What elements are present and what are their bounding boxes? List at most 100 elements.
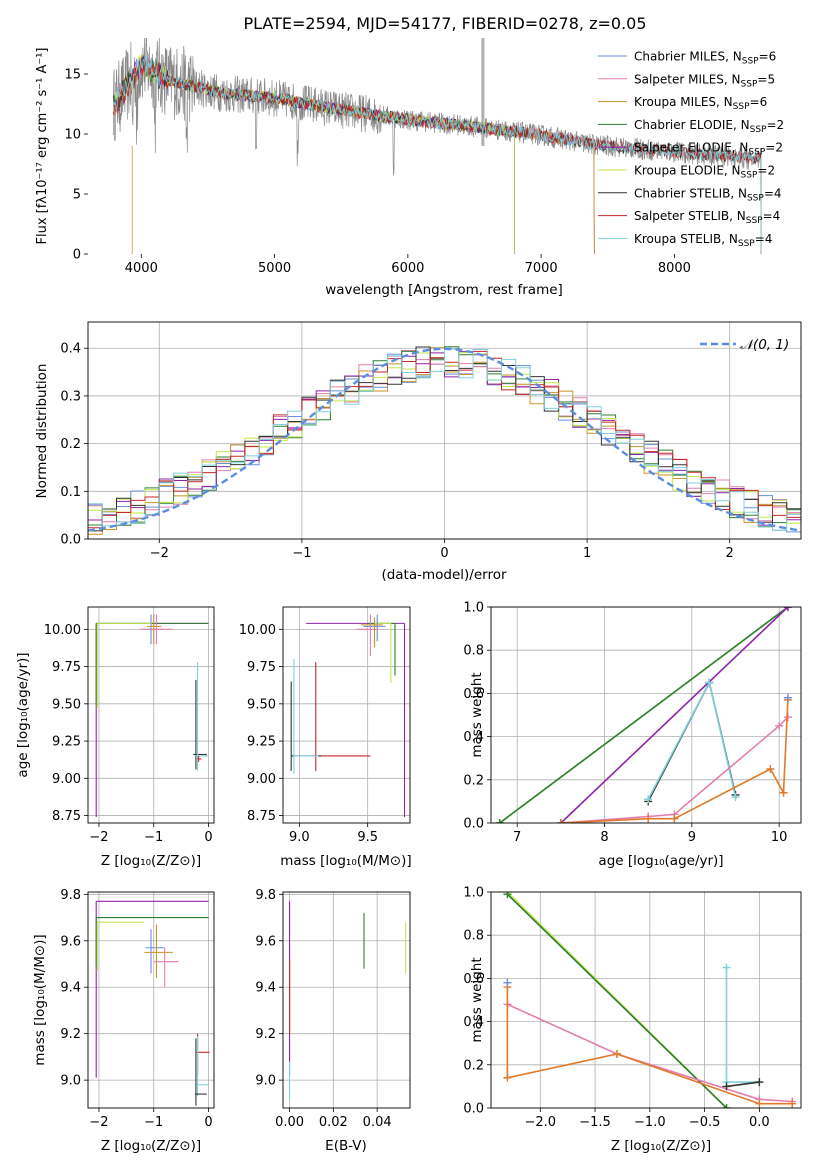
legend-label-kroupa-stelib: Kroupa STELIB, NSSP=4 <box>634 232 772 249</box>
weight-marker-kroupa-miles <box>612 1050 621 1058</box>
spectrum-frame: 4000 5000 6000 7000 8000 0 5 10 15 <box>64 68 690 277</box>
axis-ticks: −2 −1 0 8.75 9.00 9.25 9.50 9.75 10.00 <box>44 623 213 845</box>
weight-marker-kroupa-miles <box>644 814 653 823</box>
spectrum-legend: Chabrier MILES, NSSP=6 Salpeter MILES, NS… <box>598 50 784 249</box>
weight-marker-kroupa-miles <box>556 819 565 823</box>
x-tick-label: −1.0 <box>634 1115 666 1130</box>
legend-value: =5 <box>757 72 775 86</box>
histogram-xlabel: (data-model)/error <box>381 567 507 583</box>
y-tick-label: 9.4 <box>255 981 276 996</box>
weight-marker-chabrier-elodie <box>503 892 512 899</box>
weight-marker-kroupa-miles <box>503 1073 512 1082</box>
weight-marker-chabrier-stelib <box>755 1078 764 1087</box>
histogram-legend: 𝒩(0, 1) <box>700 337 789 353</box>
axis-ticks: 9.0 9.5 8.75 9.00 9.25 9.50 9.75 10.00 <box>239 623 378 845</box>
x-tick-label: 9.5 <box>357 830 378 845</box>
plot-frame <box>282 606 411 824</box>
weight-marker-kroupa-stelib <box>644 795 653 804</box>
weight-age-xlabel: age [log₁₀(age/yr)] <box>598 853 723 869</box>
axis-ticks: 4000 5000 6000 7000 8000 0 5 10 15 <box>64 68 690 277</box>
weight-marker-kroupa-miles <box>755 1099 764 1108</box>
weight-line-salpeter-elodie <box>560 607 789 823</box>
weight-clipped <box>503 892 797 1108</box>
spectrum-plot-area: 4000 5000 6000 7000 8000 0 5 10 15 <box>64 38 762 277</box>
x-tick-label: 0.02 <box>319 1115 348 1130</box>
legend-label-kroupa-miles: Kroupa MILES, NSSP=6 <box>634 95 767 112</box>
axis-ticks: −2 −1 0 9.0 9.2 9.4 9.6 9.8 <box>60 888 212 1130</box>
x-tick-label: −1 <box>292 546 311 561</box>
weight-vs-age-panel: age [log₁₀(age/yr)] mass weight 7 8 9 10 0.0… <box>463 601 802 869</box>
y-tick-label: 0.2 <box>463 773 484 788</box>
y-tick-label: 9.6 <box>60 934 81 949</box>
x-tick-label: 10 <box>771 830 788 845</box>
spectrum-xlabel: wavelength [Angstrom, rest frame] <box>325 282 563 298</box>
y-tick-label: 9.00 <box>247 772 276 787</box>
weight-marker-kroupa-miles <box>766 765 775 773</box>
weight-marker-kroupa-miles <box>788 1099 797 1108</box>
x-tick-label: 2 <box>726 546 734 561</box>
model-kroupa-stelib <box>112 52 762 254</box>
spectrum-clipped <box>112 38 762 254</box>
y-tick-label: 0.4 <box>463 1015 484 1030</box>
plot-frame <box>282 891 411 1109</box>
legend-subscript: SSP <box>742 57 759 67</box>
plot-frame <box>490 891 802 1109</box>
plot-frame <box>87 891 215 1109</box>
grid-lines <box>283 607 410 823</box>
weight-z-xlabel: Z [log₁₀(Z/Z⊙)] <box>611 1138 711 1154</box>
y-tick-label: 0.0 <box>60 533 81 548</box>
axis-ticks: −2.0 −1.5 −1.0 −0.5 0.0 0.0 0.2 0.4 0.6 0.8 1.0 <box>463 886 769 1131</box>
y-tick-label: 9.25 <box>247 735 276 750</box>
axis-ticks: −2 −1 0 1 2 0.0 0.1 0.2 0.3 0.4 <box>60 342 734 561</box>
weight-line-chabrier-elodie <box>506 893 728 1108</box>
x-tick-label: −2 <box>150 546 169 561</box>
legend-value: =2 <box>765 141 783 155</box>
y-tick-label: 9.75 <box>52 660 81 675</box>
grid-lines <box>88 892 214 1108</box>
y-tick-label: 9.2 <box>255 1027 276 1042</box>
y-tick-label: 9.6 <box>255 934 276 949</box>
y-tick-label: 9.75 <box>247 660 276 675</box>
age-z-xlabel: Z [log₁₀(Z/Z⊙)] <box>101 853 201 869</box>
x-tick-label: 9.0 <box>289 830 310 845</box>
legend-value: =2 <box>757 164 775 178</box>
weight-marker-kroupa-miles <box>670 814 679 823</box>
x-tick-label: 7000 <box>525 261 558 276</box>
legend-subscript: SSP <box>750 125 767 135</box>
mass-z-xlabel: Z [log₁₀(Z/Z⊙)] <box>101 1138 201 1154</box>
legend-label-salpeter-stelib: Salpeter STELIB, NSSP=4 <box>634 209 780 226</box>
y-tick-label: 0.8 <box>463 644 484 659</box>
legend-value: =6 <box>759 50 777 64</box>
y-tick-label: 9.2 <box>60 1027 81 1042</box>
x-tick-label: 6000 <box>391 261 424 276</box>
x-tick-label: −2.0 <box>525 1115 557 1130</box>
y-tick-label: 0.0 <box>463 817 484 832</box>
weight-line-chabrier-stelib <box>726 1081 760 1088</box>
mass-vs-metallicity-panel: Z [log₁₀(Z/Z⊙)] mass [log₁₀(M/M⊙)] −2 −1 0… <box>32 888 215 1154</box>
y-tick-label: 0.6 <box>463 972 484 987</box>
x-tick-label: 4000 <box>125 261 158 276</box>
weight-marker-kroupa-stelib <box>731 793 740 802</box>
legend-subscript: SSP <box>738 239 755 249</box>
model-salpeter-elodie <box>112 57 515 254</box>
normal-curve <box>88 347 801 532</box>
weight-age-ylabel: mass weight <box>469 672 485 757</box>
legend-subscript: SSP <box>733 102 750 112</box>
y-tick-label: 9.00 <box>52 772 81 787</box>
legend-subscript: SSP <box>747 193 764 203</box>
y-tick-label: 5 <box>73 188 81 203</box>
x-tick-label: 1 <box>583 546 591 561</box>
legend-label-chabrier-stelib: Chabrier STELIB, NSSP=4 <box>634 186 782 203</box>
legend-subscript: SSP <box>741 171 758 181</box>
weight-marker-chabrier-elodie <box>495 819 504 823</box>
weight-line-salpeter-miles <box>507 1003 793 1103</box>
age-vs-mass-panel: mass [log₁₀(M/M⊙)] 9.0 9.5 8.75 9.00 9.25 9.5… <box>239 606 412 869</box>
legend-label-salpeter-miles: Salpeter MILES, NSSP=5 <box>634 72 775 89</box>
y-tick-label: 9.4 <box>60 981 81 996</box>
age-z-ylabel: age [log₁₀(age/yr)] <box>15 652 31 777</box>
x-tick-label: 8 <box>600 830 608 845</box>
plot-frame <box>87 321 802 540</box>
weight-marker-chabrier-elodie <box>722 1104 731 1108</box>
x-tick-label: 7 <box>513 830 521 845</box>
x-tick-label: 0.00 <box>275 1115 304 1130</box>
